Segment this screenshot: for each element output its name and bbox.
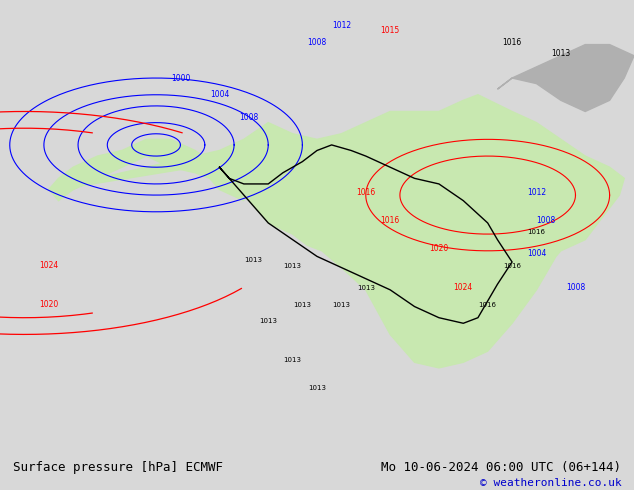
Polygon shape — [49, 95, 624, 368]
Text: 1012: 1012 — [332, 21, 351, 30]
Text: 1013: 1013 — [332, 301, 351, 308]
Text: 1013: 1013 — [294, 301, 311, 308]
Text: © weatheronline.co.uk: © weatheronline.co.uk — [479, 478, 621, 488]
Text: 1013: 1013 — [283, 357, 302, 363]
Text: 1024: 1024 — [454, 283, 473, 292]
Text: 1013: 1013 — [357, 285, 375, 291]
Text: 1020: 1020 — [39, 299, 58, 309]
Text: Surface pressure [hPa] ECMWF: Surface pressure [hPa] ECMWF — [13, 462, 223, 474]
Text: Mo 10-06-2024 06:00 UTC (06+144): Mo 10-06-2024 06:00 UTC (06+144) — [381, 462, 621, 474]
Text: 1016: 1016 — [503, 263, 521, 269]
Text: 1008: 1008 — [239, 113, 258, 122]
Text: 1008: 1008 — [536, 216, 556, 225]
Text: 1013: 1013 — [245, 257, 262, 263]
Text: 1015: 1015 — [380, 26, 400, 35]
Text: 1008: 1008 — [307, 38, 327, 47]
Text: 1004: 1004 — [210, 90, 229, 99]
Text: 1004: 1004 — [527, 249, 546, 258]
Text: 1000: 1000 — [171, 74, 190, 82]
Text: 1012: 1012 — [527, 188, 546, 197]
Polygon shape — [49, 139, 244, 201]
Text: 1024: 1024 — [39, 261, 58, 270]
Text: 1016: 1016 — [479, 301, 496, 308]
Text: 1013: 1013 — [259, 318, 277, 324]
Text: 1013: 1013 — [308, 385, 326, 391]
Text: 1020: 1020 — [429, 244, 448, 253]
Polygon shape — [498, 45, 634, 112]
Text: 1013: 1013 — [551, 49, 571, 58]
Text: 1016: 1016 — [356, 188, 375, 197]
Text: 1013: 1013 — [283, 263, 302, 269]
Text: 1016: 1016 — [503, 38, 522, 47]
Text: 1008: 1008 — [566, 283, 585, 292]
Text: 1016: 1016 — [380, 216, 400, 225]
Text: 1016: 1016 — [527, 229, 545, 235]
